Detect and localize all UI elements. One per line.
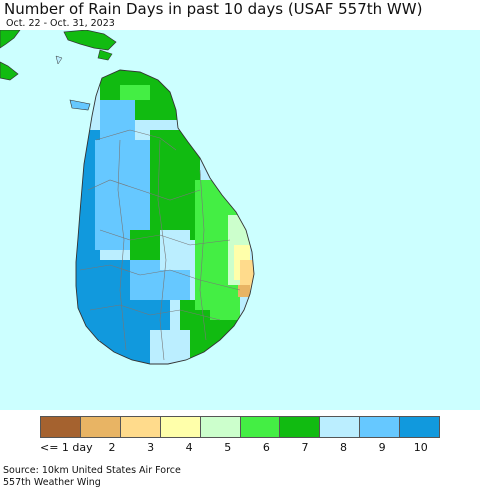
legend-swatch-3 [120, 417, 161, 437]
legend-label: 6 [262, 441, 270, 454]
coastline [75, 69, 255, 365]
color-legend [40, 416, 440, 438]
legend-label: 4 [185, 441, 193, 454]
legend-swatch-7 [280, 417, 321, 437]
legend-label: 2 [108, 441, 116, 454]
legend-swatch-1 [41, 417, 81, 437]
rain-days-map [0, 30, 480, 410]
source-credit-org: 557th Weather Wing [3, 477, 101, 488]
legend-swatch-9 [360, 417, 401, 437]
mannar-island [69, 99, 91, 111]
legend-labels: <= 1 day 2 3 4 5 6 7 8 9 10 [40, 441, 440, 455]
rain-days-cells [76, 70, 254, 364]
legend-label: <= 1 day [40, 441, 93, 454]
district-boundaries [79, 129, 241, 361]
map-title: Number of Rain Days in past 10 days (USA… [4, 0, 423, 18]
legend-label: 7 [301, 441, 309, 454]
legend-label: 3 [147, 441, 155, 454]
legend-swatch-6 [240, 417, 281, 437]
legend-label: 9 [378, 441, 386, 454]
legend-label: 8 [340, 441, 348, 454]
map-graphic [0, 30, 255, 365]
jaffna-peninsula [55, 30, 117, 65]
legend-swatch-4 [160, 417, 201, 437]
legend-swatch-2 [80, 417, 121, 437]
legend-swatch-10 [400, 417, 440, 437]
legend-label: 5 [224, 441, 232, 454]
legend-swatch-8 [320, 417, 361, 437]
legend-swatch-5 [200, 417, 241, 437]
legend-label: 10 [413, 441, 428, 454]
date-range: Oct. 22 - Oct. 31, 2023 [6, 18, 115, 29]
india-coast [0, 30, 21, 81]
source-credit: Source: 10km United States Air Force [3, 465, 181, 476]
